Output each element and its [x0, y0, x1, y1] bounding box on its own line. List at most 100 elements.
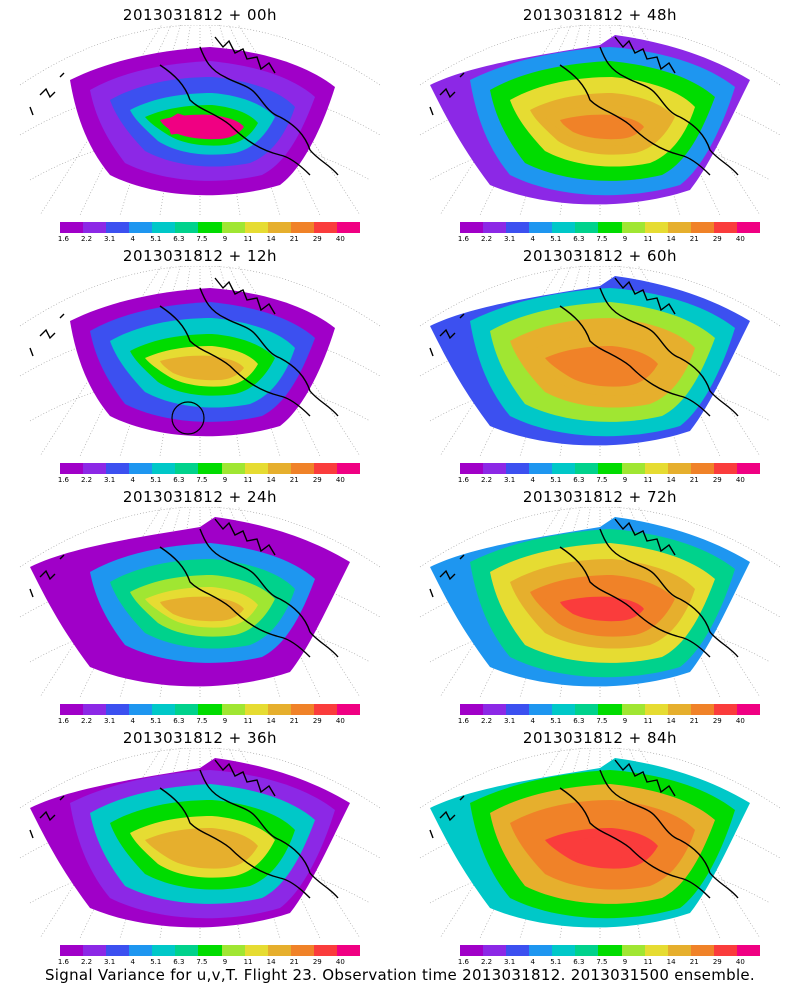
colorbar-swatch	[644, 222, 668, 233]
colorbar-swatch	[106, 222, 130, 233]
colorbar-label: 14	[666, 476, 676, 484]
colorbar-label: 29	[312, 717, 322, 725]
colorbar-swatch	[598, 704, 622, 715]
variance-map	[400, 748, 800, 943]
colorbar-swatch	[313, 222, 337, 233]
variance-map	[400, 266, 800, 461]
colorbar-label: 21	[289, 476, 299, 484]
colorbar-swatch	[690, 704, 714, 715]
colorbar-swatch	[690, 945, 714, 956]
panel-title: 2013031812 + 60h	[522, 247, 678, 265]
colorbar-swatch	[506, 945, 530, 956]
colorbar-swatch	[460, 222, 484, 233]
colorbar-swatch	[506, 463, 530, 474]
colorbar-swatch	[313, 945, 337, 956]
colorbar-label: 1.6	[457, 476, 470, 484]
colorbar-swatch	[129, 463, 153, 474]
colorbar-swatch	[198, 945, 222, 956]
colorbar-label: 3.1	[504, 958, 516, 966]
colorbar-swatch	[667, 463, 691, 474]
map-panel-12h: 2013031812 + 12h 1.6 2.2 3.1 4 5.1 6.3 7.5 9 11 1…	[0, 241, 400, 486]
colorbar-label: 21	[689, 235, 699, 243]
variance-map	[0, 507, 400, 702]
colorbar-swatch	[483, 945, 507, 956]
colorbar-swatch	[129, 945, 153, 956]
variance-map	[400, 25, 800, 220]
colorbar-label: 3.1	[504, 235, 516, 243]
colorbar-label: 14	[266, 235, 276, 243]
colorbar-swatch	[152, 945, 176, 956]
colorbar-label: 40	[735, 958, 745, 966]
colorbar	[60, 222, 361, 233]
colorbar-label: 7.5	[196, 717, 208, 725]
colorbar-label: 21	[689, 476, 699, 484]
colorbar	[60, 704, 361, 715]
colorbar-swatch	[290, 704, 314, 715]
colorbar-label: 21	[689, 958, 699, 966]
colorbar-swatch	[83, 945, 107, 956]
colorbar-label: 4	[530, 476, 535, 484]
variance-map	[400, 507, 800, 702]
colorbar-swatch	[575, 704, 599, 715]
map-panel-72h: 2013031812 + 72h 1.6 2.2 3.1 4 5.1 6.3 7.5 9 11 1…	[400, 482, 800, 727]
colorbar-swatch	[713, 463, 737, 474]
colorbar-label: 2.2	[480, 958, 493, 966]
colorbar-label: 3.1	[104, 235, 116, 243]
colorbar-labels: 1.6 2.2 3.1 4 5.1 6.3 7.5 9 11 14 21 29 40	[58, 958, 360, 968]
colorbar-label: 3.1	[104, 476, 116, 484]
colorbar-swatch	[290, 463, 314, 474]
colorbar-swatch	[290, 945, 314, 956]
colorbar-label: 1.6	[457, 717, 470, 725]
colorbar-swatch	[175, 945, 199, 956]
colorbar-label: 2.2	[80, 958, 93, 966]
colorbar-swatch	[483, 704, 507, 715]
colorbar-label: 5.1	[150, 717, 162, 725]
colorbar-swatch	[244, 945, 268, 956]
colorbar-label: 4	[530, 717, 535, 725]
colorbar-label: 11	[243, 958, 253, 966]
colorbar-label: 21	[289, 717, 299, 725]
colorbar-label: 7.5	[596, 717, 608, 725]
panel-title: 2013031812 + 00h	[122, 6, 278, 24]
map-panel-24h: 2013031812 + 24h 1.6 2.2 3.1 4 5.1 6.3 7.5 9 11 1…	[0, 482, 400, 727]
colorbar-label: 5.1	[150, 235, 162, 243]
colorbar-swatch	[529, 945, 553, 956]
colorbar-swatch	[244, 704, 268, 715]
map-panel-48h: 2013031812 + 48h 1.6 2.2 3.1 4 5.1 6.3 7.5 9 11 1…	[400, 0, 800, 245]
map-panel-60h: 2013031812 + 60h 1.6 2.2 3.1 4 5.1 6.3 7.5 9 11 1…	[400, 241, 800, 486]
colorbar-label: 5.1	[550, 476, 562, 484]
colorbar-swatch	[290, 222, 314, 233]
colorbar-swatch	[736, 704, 761, 715]
colorbar-swatch	[60, 222, 84, 233]
colorbar-label: 3.1	[504, 717, 516, 725]
colorbar-label: 40	[735, 717, 745, 725]
colorbar-labels: 1.6 2.2 3.1 4 5.1 6.3 7.5 9 11 14 21 29 40	[457, 717, 760, 727]
colorbar-label: 7.5	[596, 958, 608, 966]
colorbar-swatch	[667, 704, 691, 715]
panel-title: 2013031812 + 48h	[522, 6, 678, 24]
colorbar-label: 5.1	[550, 958, 562, 966]
colorbar-swatch	[198, 704, 222, 715]
colorbar-label: 29	[712, 958, 722, 966]
colorbar-swatch	[175, 704, 199, 715]
colorbar-swatch	[106, 463, 130, 474]
colorbar-label: 14	[266, 476, 276, 484]
colorbar-label: 11	[643, 235, 653, 243]
colorbar-swatch	[598, 945, 622, 956]
colorbar-label: 29	[312, 476, 322, 484]
colorbar-label: 3.1	[104, 717, 116, 725]
colorbar-label: 14	[666, 717, 676, 725]
colorbar-label: 9	[222, 717, 228, 725]
colorbar-label: 4	[530, 235, 535, 243]
colorbar-label: 1.6	[457, 958, 470, 966]
colorbar-label: 21	[289, 235, 299, 243]
colorbar-label: 29	[312, 958, 322, 966]
colorbar-label: 11	[243, 476, 253, 484]
colorbar-label: 7.5	[196, 476, 208, 484]
colorbar-label: 5.1	[550, 235, 562, 243]
colorbar-label: 9	[622, 958, 628, 966]
colorbar-swatch	[690, 463, 714, 474]
colorbar-swatch	[575, 463, 599, 474]
colorbar-swatch	[244, 463, 268, 474]
colorbar-label: 29	[712, 476, 722, 484]
